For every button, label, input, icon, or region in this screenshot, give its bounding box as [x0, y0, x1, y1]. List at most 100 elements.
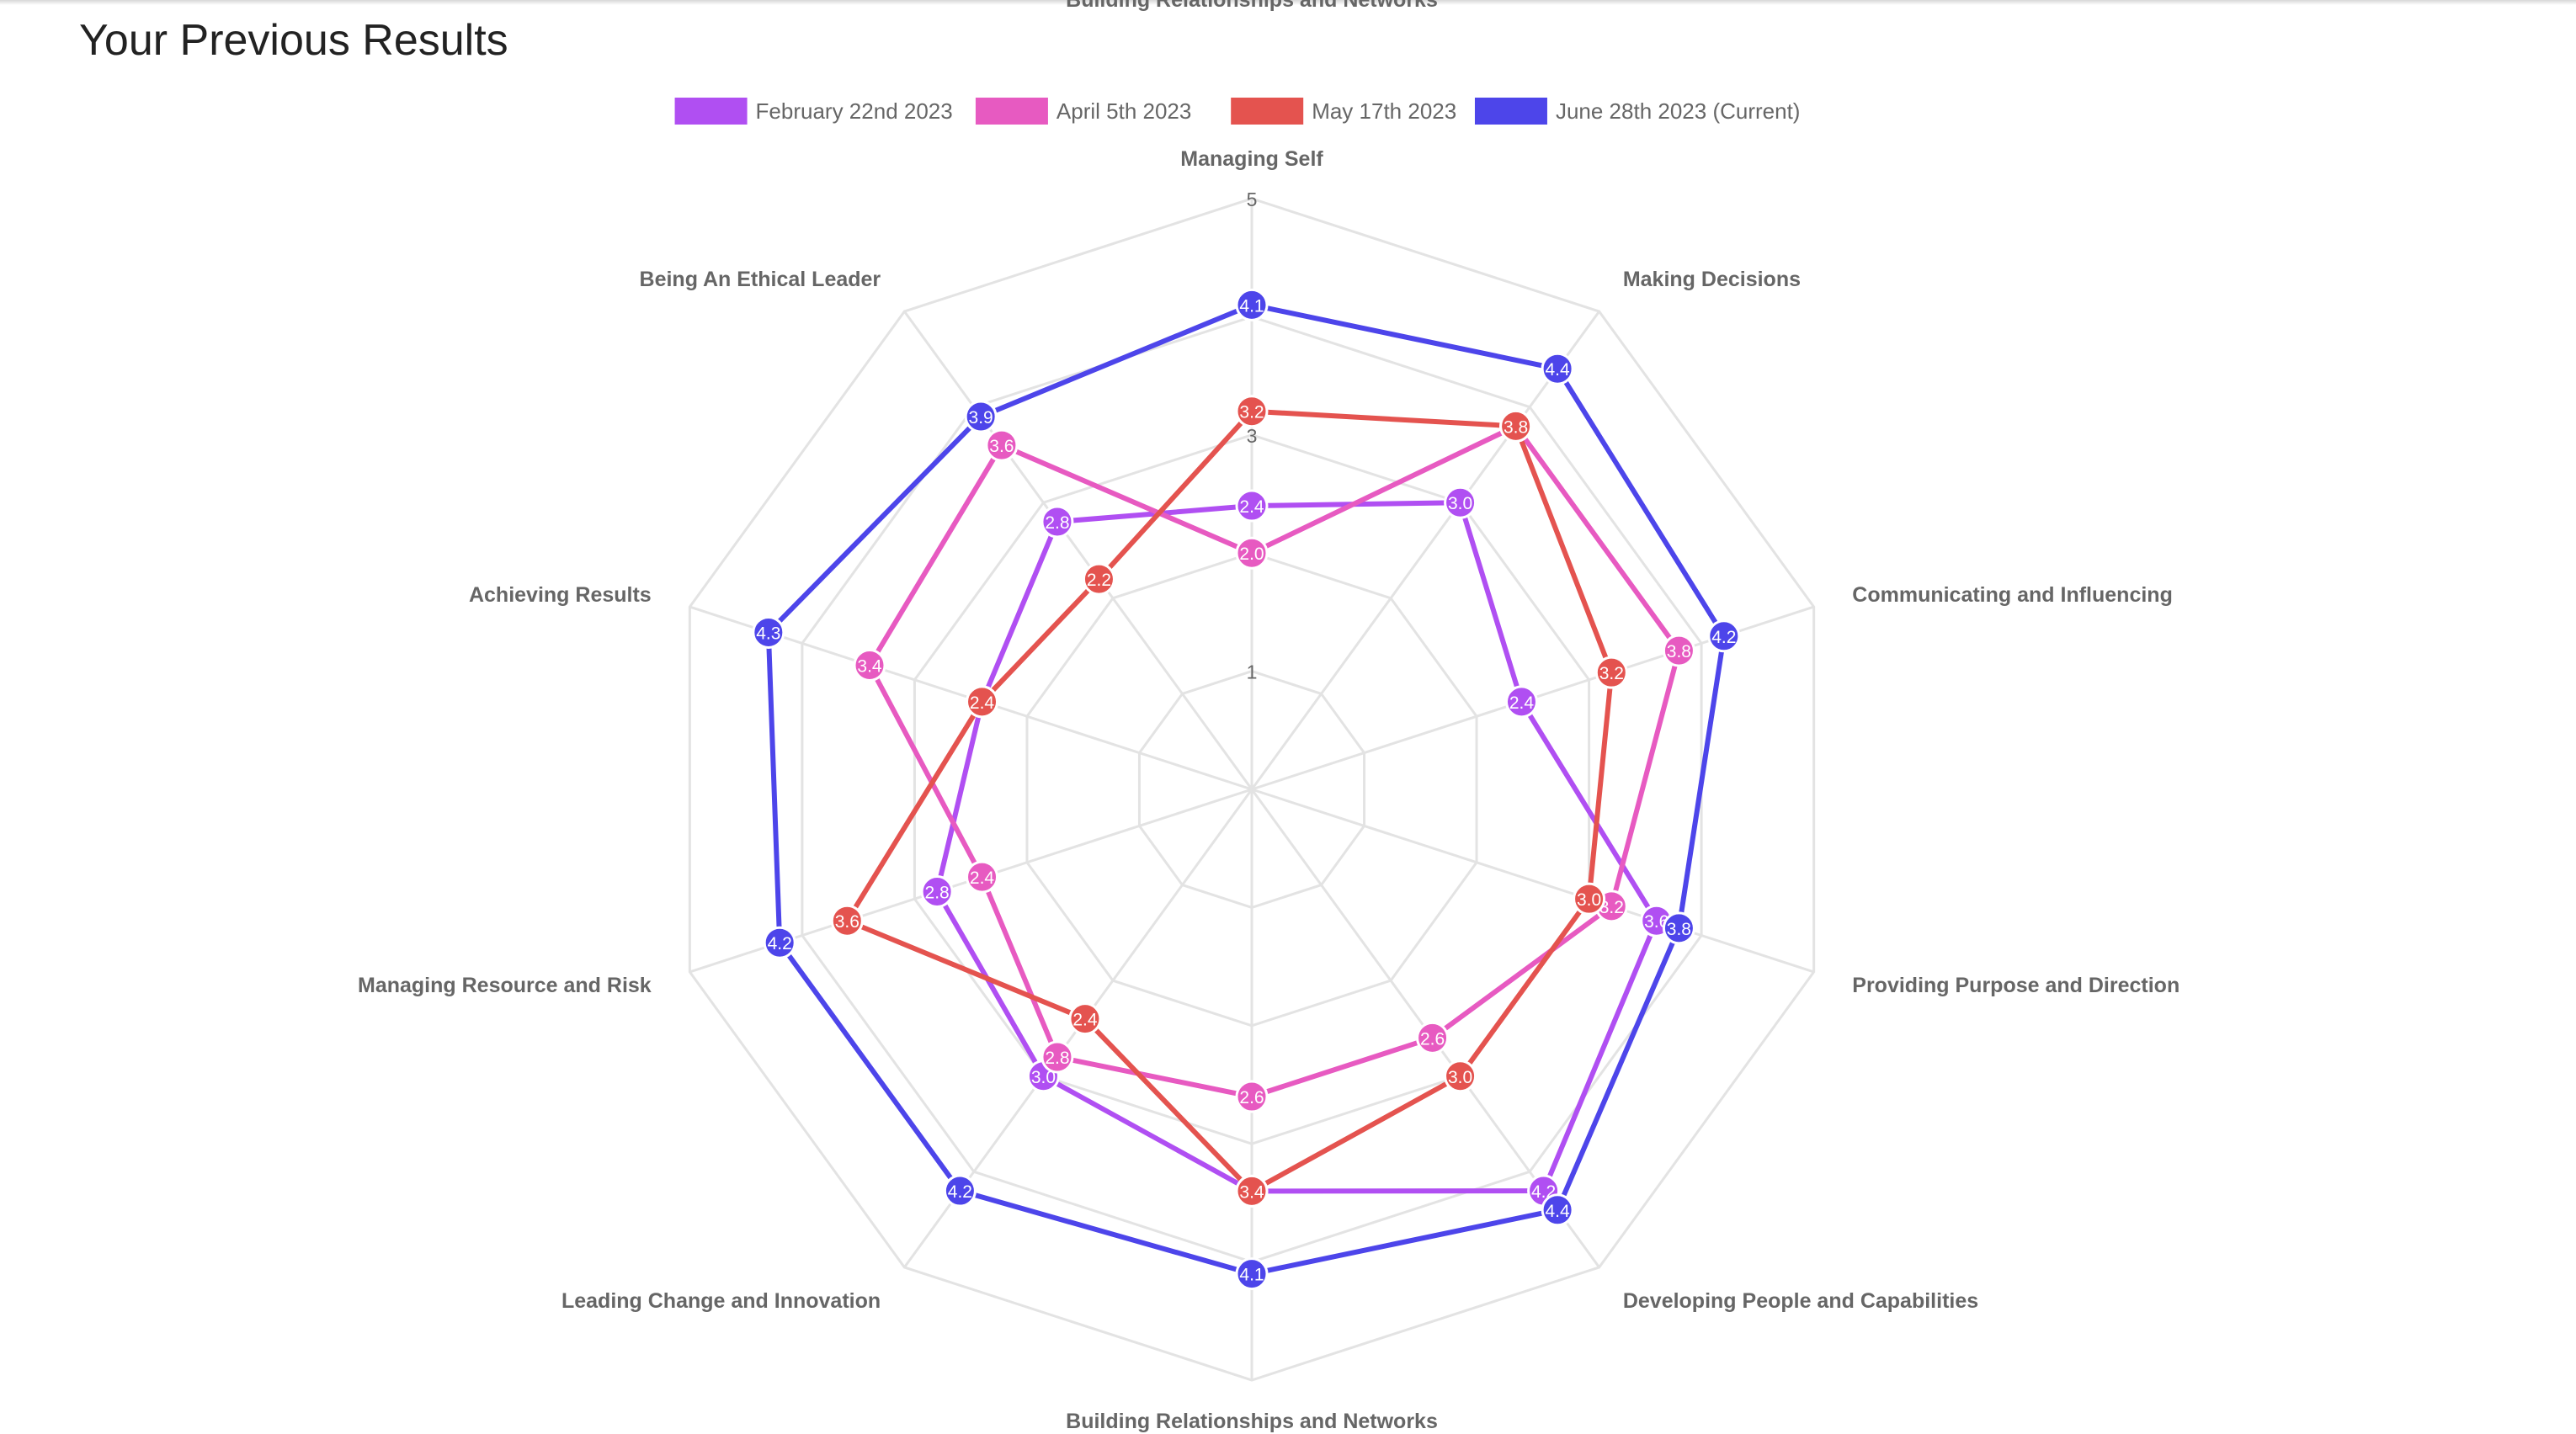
data-point — [830, 904, 864, 937]
legend-item[interactable]: May 17th 2023 — [1231, 98, 1456, 125]
data-point — [1662, 911, 1695, 945]
legend-swatch — [674, 98, 748, 125]
legend-item[interactable]: June 28th 2023 (Current) — [1474, 98, 1801, 125]
data-point — [1235, 288, 1269, 321]
data-label: 3.8 — [1667, 920, 1691, 939]
data-point — [1504, 685, 1538, 719]
data-label: 4.1 — [1239, 1266, 1264, 1285]
data-label: 2.4 — [1509, 693, 1535, 713]
data-point — [1235, 1080, 1269, 1113]
data-point — [964, 400, 998, 433]
grid-layer: 1 3 5 Managing Self Making Decisions Communic… — [358, 147, 2179, 1433]
axis-label: Communicating and Influencing — [1852, 583, 2173, 607]
tick-label: 3 — [1247, 425, 1258, 447]
data-label: 4.2 — [768, 934, 792, 953]
data-point — [1541, 352, 1574, 385]
legend-label: May 17th 2023 — [1312, 98, 1456, 124]
data-label: 4.2 — [1711, 628, 1736, 647]
data-point — [1235, 395, 1269, 428]
data-label: 3.6 — [989, 437, 1014, 456]
data-point — [1707, 619, 1741, 653]
data-point — [1235, 536, 1269, 570]
spoke-line — [903, 311, 1253, 790]
data-point — [853, 648, 886, 682]
data-label: 2.8 — [1045, 513, 1069, 533]
tick-label: 5 — [1247, 189, 1258, 210]
point-layer: 2.43.02.43.64.23.43.02.82.42.82.03.83.83… — [752, 288, 1741, 1291]
data-label: 3.6 — [835, 912, 860, 932]
data-point — [943, 1174, 977, 1208]
data-point — [1068, 1002, 1102, 1036]
data-label: 4.4 — [1546, 360, 1571, 380]
data-point — [1662, 634, 1695, 667]
data-label: 4.1 — [1239, 296, 1264, 316]
data-label: 4.4 — [1546, 1202, 1571, 1221]
spoke-line — [1250, 311, 1600, 790]
axis-label: Leading Change and Innovation — [562, 1289, 881, 1313]
axis-label: Achieving Results — [469, 583, 652, 607]
data-label: 3.4 — [1239, 1182, 1264, 1202]
legend-label: February 22nd 2023 — [756, 98, 953, 124]
data-point — [1082, 562, 1115, 596]
data-label: 3.8 — [1667, 642, 1691, 661]
data-point — [985, 428, 1019, 462]
data-point — [752, 615, 785, 649]
data-point — [966, 685, 999, 719]
axis-label: Being An Ethical Leader — [640, 268, 881, 291]
data-label: 3.4 — [857, 656, 882, 676]
data-point — [1594, 656, 1628, 689]
series-layer — [765, 302, 1727, 1277]
axis-label: Making Decisions — [1623, 268, 1801, 291]
data-point — [966, 860, 999, 894]
data-point — [1573, 882, 1606, 916]
data-label: 2.2 — [1087, 571, 1111, 590]
data-point — [1235, 489, 1269, 523]
legend-swatch — [1474, 98, 1547, 125]
axis-label: Managing Resource and Risk — [358, 974, 652, 997]
data-label: 2.8 — [1045, 1049, 1069, 1068]
data-point — [1041, 1040, 1074, 1074]
data-label: 2.8 — [925, 883, 950, 902]
data-point — [1235, 1257, 1269, 1291]
series-line-3 — [844, 408, 1615, 1194]
data-label: 3.8 — [1504, 417, 1528, 437]
legend-swatch — [975, 98, 1048, 125]
spoke-line — [1251, 788, 1815, 974]
data-point — [1541, 1193, 1574, 1227]
axis-label: Building Relationships and Networks — [1066, 1410, 1438, 1433]
data-point — [1499, 409, 1533, 443]
data-point — [920, 874, 954, 908]
data-point — [1041, 505, 1074, 539]
data-label: 2.4 — [1072, 1011, 1098, 1030]
data-label: 2.4 — [970, 868, 995, 888]
data-label: 3.0 — [1448, 1068, 1472, 1087]
top-shadow — [0, 0, 2576, 5]
data-point — [1235, 1174, 1269, 1208]
tick-label: 1 — [1247, 661, 1258, 683]
data-label: 3.0 — [1448, 494, 1472, 513]
series-line-4 — [765, 302, 1727, 1277]
chart-legend[interactable]: February 22nd 2023 April 5th 2023 May 17th… — [674, 98, 1801, 125]
axis-label: Managing Self — [1180, 147, 1323, 171]
data-point — [1416, 1021, 1450, 1054]
data-label: 3.2 — [1599, 664, 1624, 683]
data-label: 4.3 — [756, 624, 780, 643]
data-label: 2.4 — [970, 693, 995, 713]
legend-swatch — [1231, 98, 1304, 125]
data-point — [763, 926, 796, 959]
data-label: 3.0 — [1031, 1068, 1056, 1087]
legend-label: April 5th 2023 — [1056, 98, 1191, 124]
data-point — [1444, 486, 1477, 519]
legend-item[interactable]: April 5th 2023 — [975, 98, 1191, 125]
data-label: 3.0 — [1577, 890, 1601, 910]
data-label: 3.9 — [969, 408, 993, 428]
data-label: 2.6 — [1420, 1029, 1445, 1049]
legend-item[interactable]: February 22nd 2023 — [674, 98, 953, 125]
clipped-axis-label: Building Relationships and Networks — [1066, 0, 1438, 12]
data-label: 3.2 — [1599, 898, 1624, 917]
page-title: Your Previous Results — [79, 16, 508, 65]
data-label: 2.4 — [1239, 497, 1264, 517]
data-label: 2.6 — [1239, 1088, 1264, 1107]
data-label: 4.2 — [948, 1182, 972, 1202]
